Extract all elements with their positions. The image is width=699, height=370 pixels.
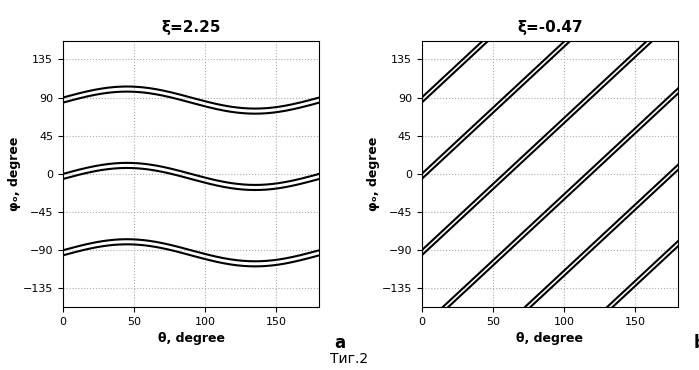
Text: b: b <box>693 334 699 352</box>
Y-axis label: φₒ, degree: φₒ, degree <box>367 137 380 211</box>
X-axis label: θ, degree: θ, degree <box>517 332 584 345</box>
Y-axis label: φₒ, degree: φₒ, degree <box>8 137 22 211</box>
Title: ξ=2.25: ξ=2.25 <box>161 20 221 36</box>
Title: ξ=-0.47: ξ=-0.47 <box>517 20 583 36</box>
Text: Τиг.2: Τиг.2 <box>331 352 368 366</box>
Text: a: a <box>335 334 346 352</box>
X-axis label: θ, degree: θ, degree <box>157 332 224 345</box>
